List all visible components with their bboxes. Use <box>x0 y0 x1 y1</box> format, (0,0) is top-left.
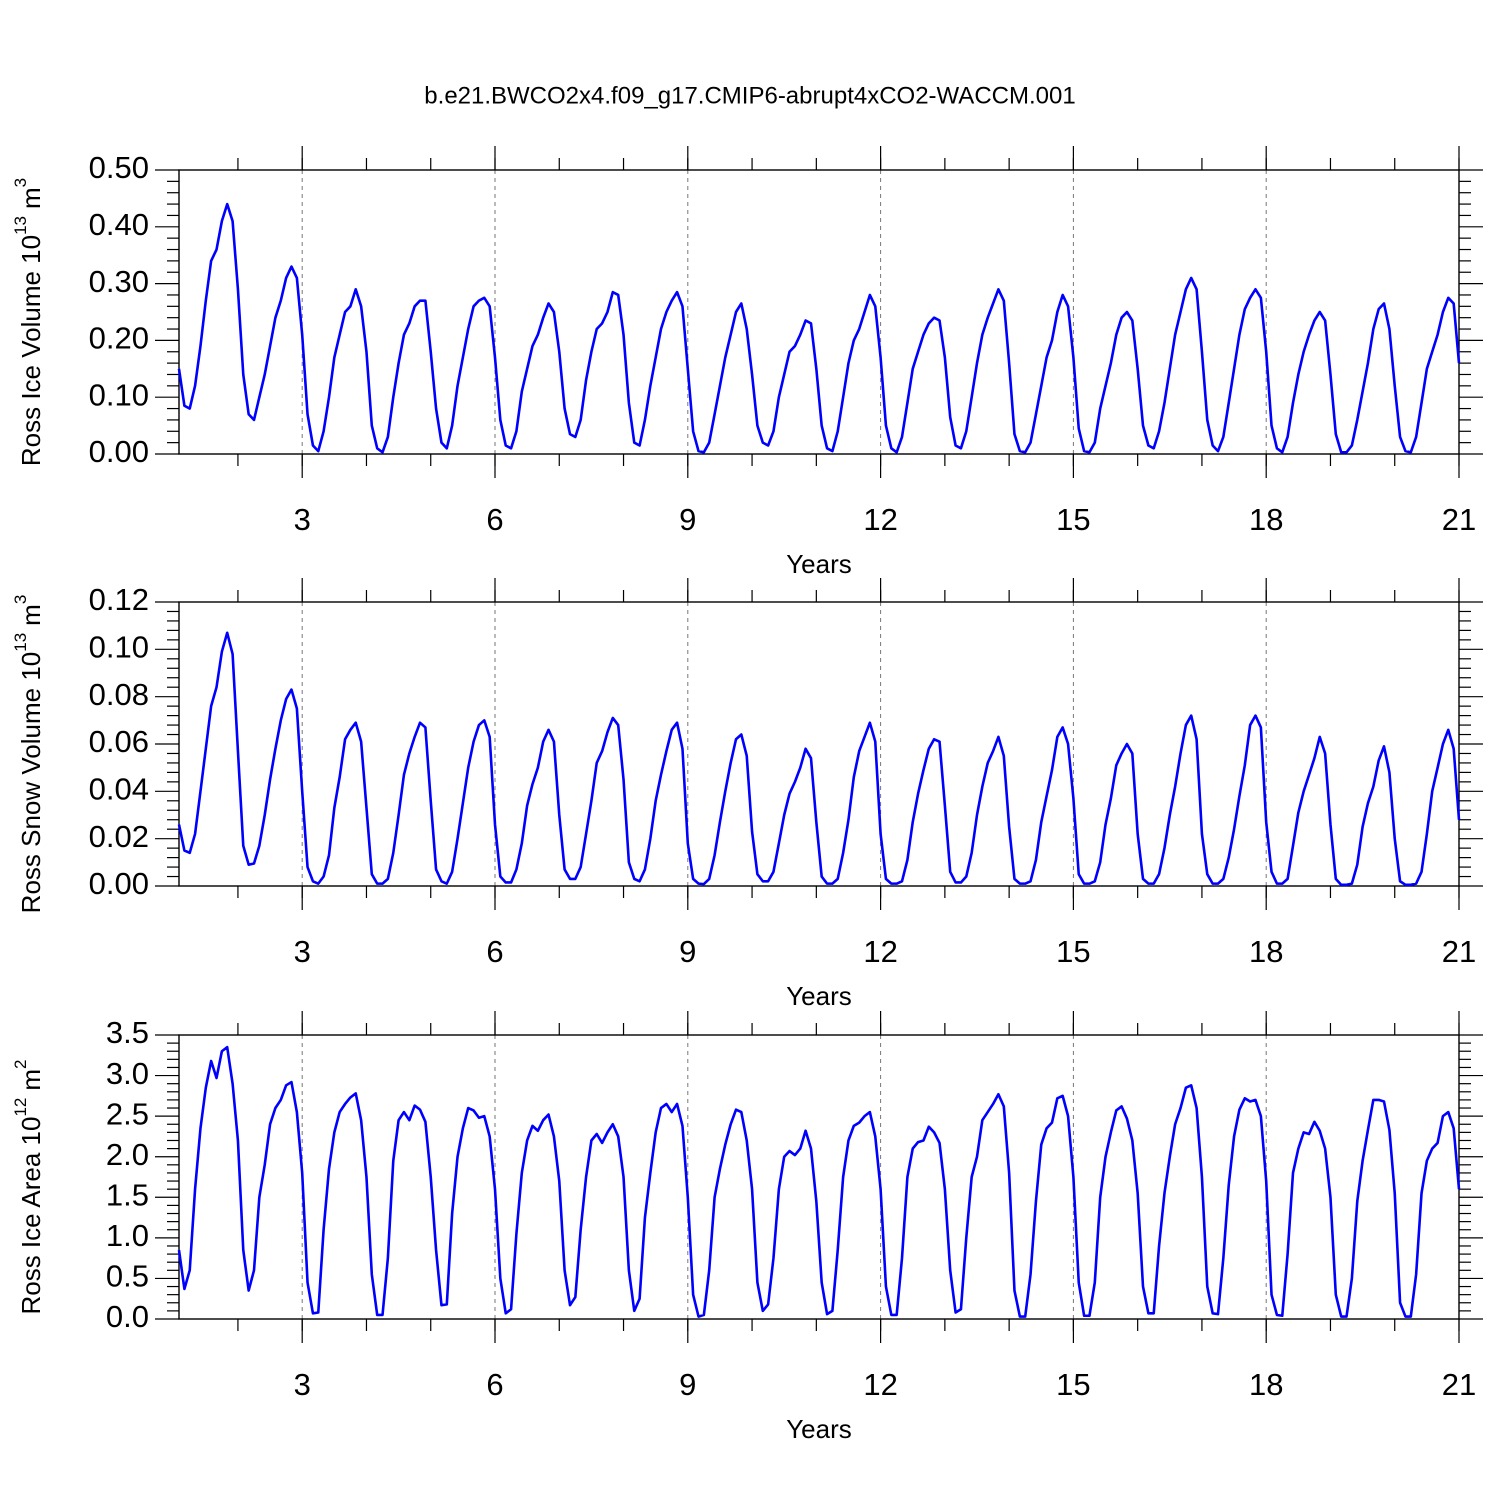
x-tick-label: 15 <box>1056 502 1090 537</box>
x-tick-label: 6 <box>486 502 503 537</box>
y-tick-label: 0.10 <box>89 630 149 665</box>
x-tick-label: 9 <box>679 502 696 537</box>
y-axis-exponent: 12 <box>11 1098 30 1117</box>
x-axis-title: Years <box>786 981 852 1011</box>
y-tick-label: 1.0 <box>106 1218 149 1253</box>
y-axis-exponent: 13 <box>11 216 30 235</box>
y-tick-label: 2.5 <box>106 1096 149 1131</box>
y-tick-label: 0.40 <box>89 207 149 242</box>
y-axis-unit: m <box>16 1069 46 1091</box>
y-tick-label: 0.5 <box>106 1259 149 1294</box>
x-tick-label: 12 <box>863 502 897 537</box>
y-axis-title-text: Ross Snow Volume 10 <box>16 652 46 914</box>
x-axis-title: Years <box>786 1414 852 1444</box>
y-axis-title-text: Ross Ice Area 10 <box>16 1117 46 1315</box>
x-tick-label: 3 <box>294 1367 311 1402</box>
chart-title: b.e21.BWCO2x4.f09_g17.CMIP6-abrupt4xCO2-… <box>424 82 1075 109</box>
y-axis-exponent: 13 <box>11 633 30 652</box>
x-tick-label: 9 <box>679 934 696 969</box>
x-tick-label: 21 <box>1442 502 1476 537</box>
x-tick-label: 18 <box>1249 502 1283 537</box>
y-axis-title: Ross Ice Area 1012 m2 <box>11 1059 45 1314</box>
y-tick-label: 0.00 <box>89 434 149 469</box>
x-tick-label: 18 <box>1249 934 1283 969</box>
x-tick-label: 21 <box>1442 934 1476 969</box>
x-tick-label: 18 <box>1249 1367 1283 1402</box>
y-axis-unit: m <box>16 187 46 209</box>
y-tick-label: 0.30 <box>89 264 149 299</box>
y-axis-title-text: Ross Ice Volume 10 <box>16 235 46 466</box>
x-tick-label: 9 <box>679 1367 696 1402</box>
plot-frame <box>178 601 1460 887</box>
x-tick-label: 12 <box>863 1367 897 1402</box>
data-line <box>177 202 1461 454</box>
y-tick-label: 0.02 <box>89 819 149 854</box>
y-axis-unit-exponent: 3 <box>11 178 30 187</box>
y-tick-label: 3.5 <box>106 1015 149 1050</box>
y-tick-label: 0.04 <box>89 772 149 807</box>
x-axis-title: Years <box>786 549 852 579</box>
y-tick-label: 0.50 <box>89 150 149 185</box>
x-tick-label: 15 <box>1056 934 1090 969</box>
y-axis-unit: m <box>16 604 46 626</box>
x-tick-label: 3 <box>294 934 311 969</box>
y-axis-title: Ross Ice Volume 1013 m3 <box>11 178 45 466</box>
plot-frame <box>178 169 1460 455</box>
x-tick-label: 6 <box>486 934 503 969</box>
y-tick-label: 0.06 <box>89 724 149 759</box>
x-tick-label: 15 <box>1056 1367 1090 1402</box>
y-tick-label: 0.20 <box>89 321 149 356</box>
y-tick-label: 0.00 <box>89 866 149 901</box>
y-tick-label: 0.08 <box>89 677 149 712</box>
y-tick-label: 0.12 <box>89 582 149 617</box>
x-tick-label: 6 <box>486 1367 503 1402</box>
y-axis-unit-exponent: 3 <box>11 595 30 604</box>
y-axis-title: Ross Snow Volume 1013 m3 <box>11 595 45 914</box>
y-tick-label: 2.0 <box>106 1137 149 1172</box>
x-tick-label: 3 <box>294 502 311 537</box>
y-tick-label: 3.0 <box>106 1056 149 1091</box>
y-tick-label: 0.0 <box>106 1299 149 1334</box>
x-tick-label: 12 <box>863 934 897 969</box>
y-axis-unit-exponent: 2 <box>11 1059 30 1068</box>
x-tick-label: 21 <box>1442 1367 1476 1402</box>
y-tick-label: 1.5 <box>106 1177 149 1212</box>
data-line <box>177 1045 1461 1318</box>
y-tick-label: 0.10 <box>89 377 149 412</box>
data-line <box>177 631 1461 887</box>
